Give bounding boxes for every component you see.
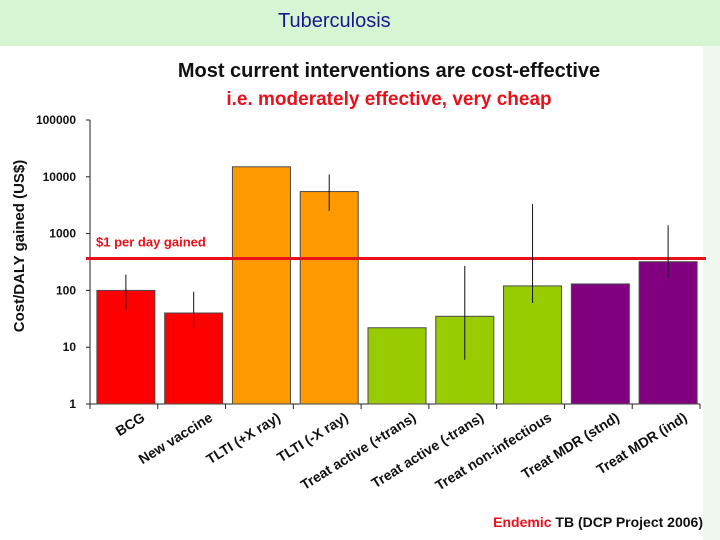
bar — [503, 285, 563, 405]
slide-edge-strip — [703, 46, 720, 540]
slide-title: Tuberculosis — [278, 10, 391, 32]
x-tick-label: Treat active (-trans) — [368, 409, 486, 491]
y-tick-label: 100000 — [36, 113, 76, 127]
y-tick-label: 10000 — [43, 170, 77, 184]
y-axis-label: Cost/DALY gained (US$) — [11, 160, 28, 333]
bar — [367, 327, 427, 405]
x-tick-label: TLTI (+X ray) — [203, 409, 283, 467]
x-tick-label: Treat non-infectious — [432, 409, 554, 494]
y-tick-label: 10 — [63, 340, 77, 354]
source-note: Endemic TB (DCP Project 2006) — [493, 514, 703, 530]
y-tick-label: 100 — [56, 283, 76, 297]
bar — [299, 191, 359, 405]
x-tick-label: New vaccine — [135, 409, 215, 467]
bar-chart: Most current interventions are cost-effe… — [11, 60, 706, 530]
y-tick-label: 1000 — [49, 227, 76, 241]
bar — [570, 283, 630, 405]
y-tick-label: 1 — [69, 397, 76, 411]
bar — [638, 261, 698, 405]
source-rest: TB (DCP Project 2006) — [552, 514, 703, 530]
x-tick-label: Treat active (+trans) — [298, 409, 419, 493]
plot-area: 100000 10000 1000 100 10 1 $1 per day gained BC… — [36, 113, 706, 493]
chart-subtitle: i.e. moderately effective, very cheap — [226, 89, 551, 110]
slide-header: Tuberculosis — [0, 0, 720, 46]
bar — [231, 166, 291, 405]
reference-line-label: $1 per day gained — [96, 234, 206, 249]
source-highlight: Endemic — [493, 514, 552, 530]
bar — [164, 312, 224, 405]
x-tick-label: BCG — [113, 409, 148, 439]
chart-title: Most current interventions are cost-effe… — [178, 60, 600, 82]
